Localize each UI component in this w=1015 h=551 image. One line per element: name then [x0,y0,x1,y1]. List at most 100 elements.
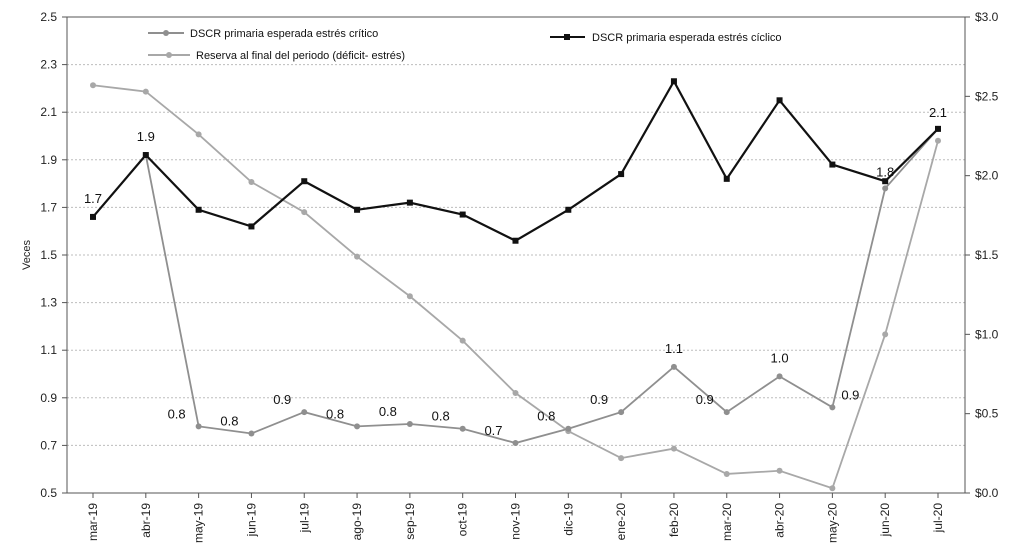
series-point-0 [618,409,625,416]
x-tick-label: abr-20 [773,503,787,538]
data-label: 1.0 [771,350,789,365]
y2-tick-label: $2.5 [975,89,999,103]
series-point-1 [301,178,308,185]
legend-label-reserva: Reserva al final del periodo (déficit- e… [196,50,405,62]
series-point-0 [512,440,519,447]
y2-tick-label: $3.0 [975,10,999,24]
x-tick-label: ene-20 [614,503,628,541]
data-label: 1.8 [876,164,894,179]
x-tick-label: dic-19 [561,503,575,536]
data-label: 2.1 [929,105,947,120]
series-point-0 [565,425,572,432]
series-point-1 [723,175,730,182]
data-label: 0.7 [484,423,502,438]
series-point-2 [354,253,361,260]
series-point-0 [882,185,889,192]
data-label: 1.1 [665,341,683,356]
y-tick-label: 1.5 [40,248,57,262]
series-point-2 [829,485,836,492]
x-tick-label: jul-20 [931,503,945,534]
series-point-1 [829,161,836,168]
legend-marker-critico [163,30,169,36]
series-point-2 [248,179,255,186]
y-tick-label: 0.9 [40,391,57,405]
legend-label-critico: DSCR primaria esperada estrés crítico [190,28,378,40]
series-point-1 [882,178,889,185]
data-label: 0.9 [273,392,291,407]
y-axis-left: 0.5 0.7 0.9 1.1 1.3 1.5 1.7 1.9 2.1 2.3 2.5 [40,10,67,500]
x-tick-label: jul-19 [297,503,311,534]
y2-tick-label: $1.0 [975,327,999,341]
x-tick-label: ago-19 [350,503,364,541]
series-point-1 [90,213,96,220]
series-point-2 [670,445,677,452]
series-point-0 [459,425,466,432]
y2-tick-label: $0.0 [975,486,999,500]
x-tick-label: feb-20 [667,503,681,537]
series-point-1 [512,237,519,244]
series-point-2 [935,137,941,144]
series-point-1 [406,199,413,206]
x-tick-label: mar-20 [720,503,734,541]
series-point-2 [512,390,519,397]
y-axis-label: Veces [21,240,33,270]
series-point-0 [670,363,677,370]
legend: DSCR primaria esperada estrés crítico Re… [148,28,782,62]
data-label: 0.8 [326,406,344,421]
series-point-0 [776,373,783,380]
y-tick-label: 2.1 [40,105,57,119]
series-point-1 [195,206,202,213]
series-point-0 [354,423,361,430]
legend-marker-reserva [166,52,172,58]
data-label: 0.8 [220,414,238,429]
x-tick-label: abr-19 [139,503,153,538]
series-point-2 [195,131,202,138]
y-tick-label: 1.3 [40,296,57,310]
y-tick-label: 1.1 [40,343,57,357]
series-point-2 [723,470,730,477]
series-point-2 [459,337,466,344]
y2-tick-label: $0.5 [975,407,999,421]
grid [67,16,965,494]
y-tick-label: 1.9 [40,153,57,167]
series-point-1 [459,211,466,218]
data-label: 0.8 [537,409,555,424]
y-axis-right: $0.0 $0.5 $1.0 $1.5 $2.0 $2.5 $3.0 [965,10,999,500]
y-tick-label: 1.7 [40,200,57,214]
x-tick-label: jun-20 [878,503,892,538]
series-point-1 [670,78,677,85]
x-tick-label: mar-19 [86,503,100,541]
y-tick-label: 0.7 [40,438,57,452]
x-axis: mar-19 abr-19 may-19 jun-19 jul-19 ago-19 sep-… [86,493,945,543]
data-label: 0.9 [696,392,714,407]
data-label: 1.9 [137,129,155,144]
series-point-2 [618,455,625,462]
series-point-1 [618,171,625,178]
series-point-2 [776,467,783,474]
x-tick-label: jun-19 [244,503,258,538]
series-point-1 [354,206,361,213]
data-label: 1.7 [84,191,102,206]
series-point-1 [142,152,149,159]
y-tick-label: 0.5 [40,486,57,500]
series-point-2 [406,293,413,300]
series-point-0 [723,409,730,416]
data-label: 0.9 [841,387,859,402]
y-tick-label: 2.3 [40,58,57,72]
y2-tick-label: $1.5 [975,248,999,262]
series-point-0 [406,420,413,427]
data-label: 0.9 [590,392,608,407]
x-tick-label: may-19 [192,503,206,543]
series-point-2 [301,209,308,216]
x-tick-label: sep-19 [403,503,417,540]
data-labels: 1.7 1.9 0.8 0.8 0.9 0.8 0.8 0.8 0.7 0.8 0.9 1.1 0.9 1… [84,105,947,438]
legend-marker-ciclico [564,34,570,40]
legend-label-ciclico: DSCR primaria esperada estrés cíclico [592,32,782,44]
series-point-2 [90,82,96,89]
series-point-1 [248,223,255,230]
series-group [90,78,941,492]
series-point-1 [935,125,941,132]
x-tick-label: oct-19 [456,503,470,537]
series-point-0 [301,409,308,416]
